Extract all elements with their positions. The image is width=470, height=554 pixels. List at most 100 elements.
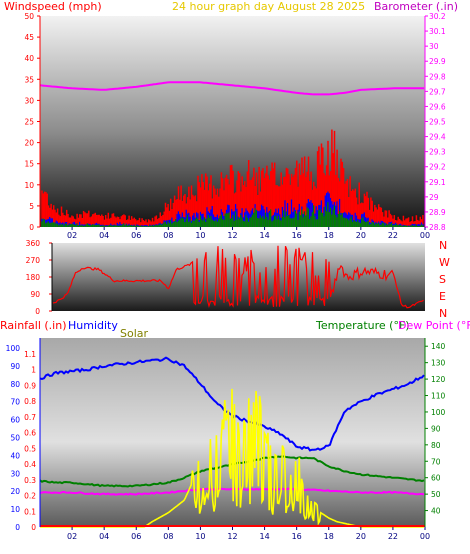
baro-y-tick-label: 29.4 [429, 133, 446, 142]
humidity-y-tick-label: 10 [10, 505, 20, 514]
dewpoint-axis-title: Dew Point (°F) [398, 319, 470, 332]
climate-x-tick-label: 22 [388, 532, 398, 541]
compass-letter: N [439, 307, 447, 320]
climate-x-tick-label: 02 [67, 532, 77, 541]
rainfall-y-tick-label: 0.4 [24, 460, 36, 469]
compass-letter: N [439, 239, 447, 252]
baro-y-tick-label: 29.9 [429, 57, 446, 66]
wind-x-tick-label: 02 [67, 231, 77, 240]
wind-x-tick-label: 22 [388, 231, 398, 240]
wind-y-tick-label: 40 [24, 54, 34, 63]
baro-y-tick-label: 29 [429, 193, 439, 202]
climate-x-tick-label: 00 [420, 532, 430, 541]
climate-x-tick-label: 12 [227, 532, 237, 541]
wind-x-tick-label: 06 [131, 231, 141, 240]
compass-letter: S [439, 273, 446, 286]
baro-y-tick-label: 29.7 [429, 87, 446, 96]
barometer-line [39, 81, 424, 96]
wind-y-tick-label: 35 [24, 75, 34, 84]
rainfall-y-tick-label: 0.8 [24, 397, 36, 406]
temperature-y-tick-label: 80 [431, 441, 441, 450]
temperature-y-tick-label: 100 [431, 408, 446, 417]
wind-x-tick-label: 00 [420, 231, 430, 240]
temperature-y-tick-label: 120 [431, 375, 446, 384]
windspeed-axis-title: Windspeed (mph) [4, 0, 102, 13]
climate-x-tick-label: 16 [292, 532, 302, 541]
direction-y-tick-label: 180 [26, 273, 41, 282]
baro-y-tick-label: 29.2 [429, 163, 446, 172]
temperature-y-tick-label: 140 [431, 342, 446, 351]
wind-x-tick-label: 10 [195, 231, 205, 240]
climate-x-tick-label: 08 [163, 532, 173, 541]
humidity-y-tick-label: 50 [10, 434, 20, 443]
wind-y-tick-label: 15 [24, 160, 34, 169]
humidity-y-tick-label: 90 [10, 362, 20, 371]
temperature-y-tick-label: 110 [431, 392, 446, 401]
humidity-y-tick-label: 70 [10, 398, 20, 407]
rainfall-y-tick-label: 0.7 [24, 413, 36, 422]
baro-y-tick-label: 29.3 [429, 148, 446, 157]
rainfall-y-tick-label: 0.3 [24, 476, 36, 485]
temperature-y-tick-label: 40 [431, 507, 441, 516]
wind-y-tick-label: 5 [29, 202, 34, 211]
baro-y-tick-label: 28.8 [429, 223, 446, 232]
temperature-line [39, 455, 425, 488]
wind-x-tick-label: 12 [227, 231, 237, 240]
direction-y-tick-label: 360 [26, 239, 41, 248]
wind-x-tick-label: 08 [163, 231, 173, 240]
temperature-y-tick-label: 130 [431, 359, 446, 368]
wind-x-tick-label: 16 [292, 231, 302, 240]
baro-y-tick-label: 30 [429, 42, 439, 51]
wind-y-tick-label: 10 [24, 181, 34, 190]
rainfall-y-tick-label: 0.6 [24, 429, 36, 438]
humidity-y-tick-label: 40 [10, 451, 20, 460]
temperature-y-tick-label: 70 [431, 457, 441, 466]
rainfall-y-tick-label: 0 [31, 523, 36, 532]
solar-axis-title: Solar [120, 327, 149, 340]
climate-x-tick-label: 10 [195, 532, 205, 541]
rainfall-y-tick-label: 0.5 [24, 444, 36, 453]
temperature-y-tick-label: 50 [431, 490, 441, 499]
direction-y-tick-label: 270 [26, 256, 41, 265]
direction-y-tick-label: 0 [35, 307, 40, 316]
baro-y-tick-label: 29.8 [429, 72, 446, 81]
humidity-y-tick-label: 60 [10, 416, 20, 425]
rainfall-y-tick-label: 0.9 [24, 381, 36, 390]
climate-x-tick-label: 20 [356, 532, 366, 541]
humidity-y-tick-label: 80 [10, 380, 20, 389]
rainfall-y-tick-label: 0.1 [24, 507, 36, 516]
wind-y-tick-label: 30 [24, 96, 34, 105]
baro-y-tick-label: 28.9 [429, 208, 446, 217]
baro-y-tick-label: 30.1 [429, 27, 446, 36]
wind-y-tick-label: 45 [24, 33, 34, 42]
wind-y-tick-label: 25 [24, 118, 34, 127]
climate-x-tick-label: 06 [131, 532, 141, 541]
dewpoint-line [39, 487, 425, 496]
rainfall-y-tick-label: 1.1 [24, 350, 36, 359]
barometer-axis-title: Barometer (.in) [374, 0, 458, 13]
climate-x-tick-label: 18 [324, 532, 334, 541]
wind-y-tick-label: 20 [24, 139, 34, 148]
baro-y-tick-label: 29.6 [429, 102, 446, 111]
temperature-y-tick-label: 90 [431, 424, 441, 433]
baro-y-tick-label: 29.5 [429, 118, 446, 127]
humidity-y-tick-label: 20 [10, 487, 20, 496]
climate-x-tick-label: 14 [259, 532, 269, 541]
wind-x-tick-label: 18 [324, 231, 334, 240]
temperature-axis-title: Temperature (°F) [315, 319, 410, 332]
graph-title: 24 hour graph day August 28 2025 [172, 0, 365, 13]
baro-y-tick-label: 29.1 [429, 178, 446, 187]
direction-line [52, 245, 424, 309]
rainfall-y-tick-label: 0.2 [24, 492, 36, 501]
temperature-y-tick-label: 60 [431, 474, 441, 483]
wind-y-tick-label: 0 [29, 223, 34, 232]
compass-letter: W [439, 256, 450, 269]
humidity-y-tick-label: 100 [6, 344, 21, 353]
compass-letter: E [439, 290, 446, 303]
climate-x-tick-label: 04 [99, 532, 109, 541]
wind-x-tick-label: 14 [259, 231, 269, 240]
wind-y-tick-label: 50 [24, 12, 34, 21]
humidity-y-tick-label: 0 [15, 523, 20, 532]
